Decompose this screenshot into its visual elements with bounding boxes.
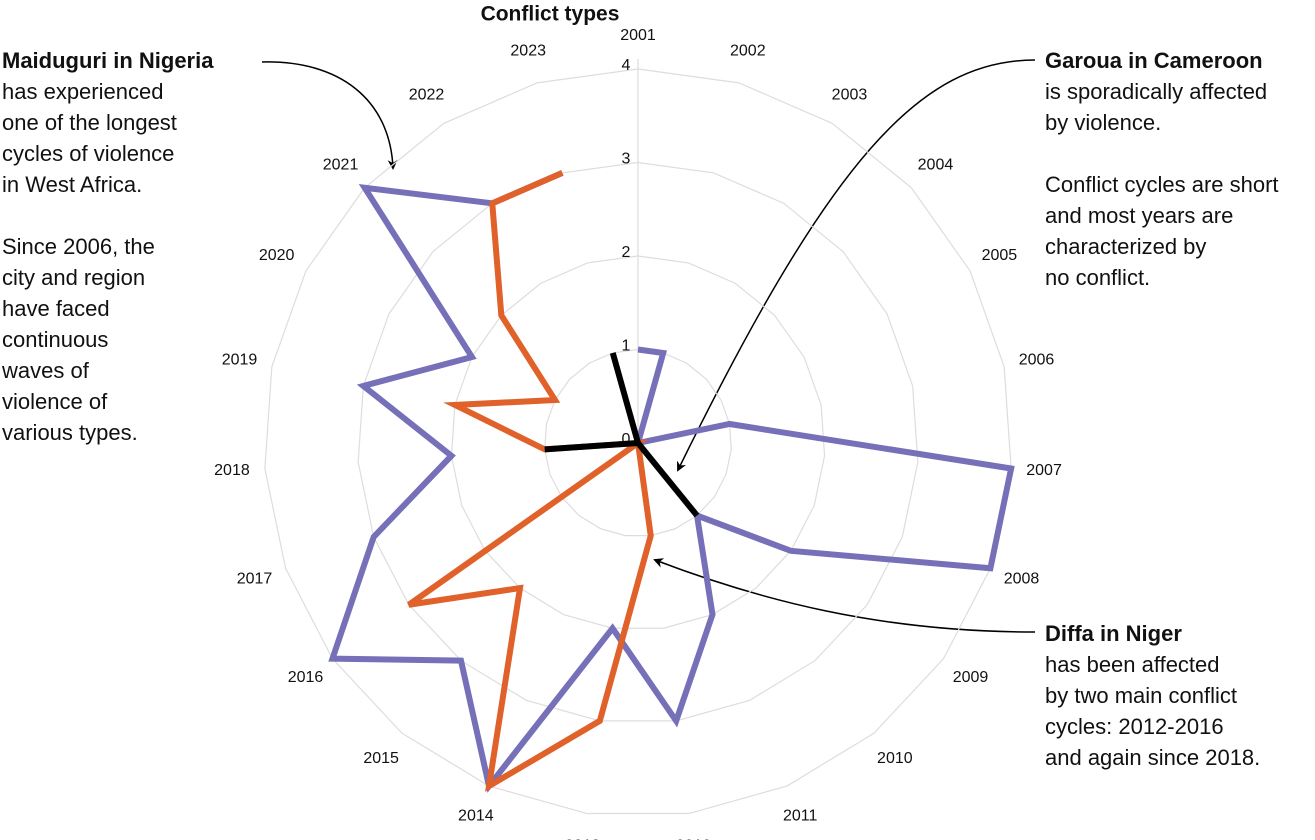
x-tick-label: 2005: [982, 247, 1018, 264]
annotation-text: and most years are: [1045, 203, 1233, 228]
annotation-text: cycles: 2012-2016: [1045, 714, 1224, 739]
x-tick-label: 2022: [409, 86, 445, 103]
y-tick-label: 2: [622, 244, 631, 261]
chart-title: Conflict types: [481, 3, 620, 26]
x-tick-label: 2015: [363, 750, 399, 767]
annotation-text: is sporadically affected: [1045, 79, 1267, 104]
arrow: [261, 61, 398, 170]
x-tick-label: 2011: [783, 808, 818, 825]
annotation-text: city and region: [2, 265, 145, 290]
annotation-text: have faced: [2, 296, 110, 321]
y-tick-label: 4: [622, 57, 631, 74]
series-line: [328, 170, 1015, 793]
annotation-text: by violence.: [1045, 110, 1161, 135]
y-tick-label: 1: [622, 338, 631, 355]
series-line: [407, 170, 654, 792]
grid-ring: [264, 68, 1012, 815]
annotation-title: Maiduguri in Nigeria: [2, 48, 214, 73]
annotation-title: Garoua in Cameroon: [1045, 48, 1263, 73]
x-tick-label: 2008: [1004, 571, 1040, 588]
x-tick-label: 2013: [565, 837, 601, 840]
series-line: [544, 352, 700, 518]
annotation-text: cycles of violence: [2, 141, 174, 166]
x-tick-label: 2007: [1026, 462, 1062, 479]
x-tick-label: 2017: [237, 571, 273, 588]
arrow: [677, 59, 1036, 472]
annotation-text: Conflict cycles are short: [1045, 172, 1279, 197]
x-tick-label: 2009: [953, 669, 989, 686]
annotation-title: Diffa in Niger: [1045, 621, 1182, 646]
annotation-text: characterized by: [1045, 234, 1206, 259]
annotation-text: one of the longest: [2, 110, 177, 135]
x-tick-label: 2003: [832, 86, 868, 103]
arrow: [653, 558, 1036, 633]
y-tick-label: 0: [622, 431, 631, 448]
annotation-text: waves of: [1, 358, 90, 383]
annotation-text: violence of: [2, 389, 108, 414]
annotation-text: various types.: [2, 420, 138, 445]
annotation-text: has experienced: [2, 79, 163, 104]
x-tick-label: 2006: [1019, 351, 1055, 368]
annotation-text: Since 2006, the: [2, 234, 155, 259]
x-tick-label: 2010: [877, 750, 913, 767]
grid-ring: [450, 255, 826, 629]
grid-ring: [544, 348, 732, 537]
x-tick-label: 2014: [458, 808, 494, 825]
x-tick-label: 2021: [323, 156, 359, 173]
x-tick-label: 2012: [676, 837, 712, 840]
x-tick-label: 2023: [510, 42, 546, 59]
x-tick-label: 2019: [222, 351, 258, 368]
x-tick-label: 2002: [730, 42, 766, 59]
annotation-text: continuous: [2, 327, 108, 352]
x-tick-label: 2004: [918, 156, 954, 173]
x-tick-label: 2016: [288, 669, 324, 686]
x-tick-label: 2018: [214, 462, 250, 479]
annotation-text: has been affected: [1045, 652, 1220, 677]
annotation-text: by two main conflict: [1045, 683, 1237, 708]
annotation-text: in West Africa.: [2, 172, 142, 197]
y-tick-label: 3: [622, 151, 631, 168]
x-tick-label: 2020: [259, 247, 295, 264]
annotation-text: and again since 2018.: [1045, 745, 1260, 770]
grid-ring: [357, 161, 919, 722]
annotation-text: no conflict.: [1045, 265, 1150, 290]
x-tick-label: 2001: [620, 27, 656, 44]
